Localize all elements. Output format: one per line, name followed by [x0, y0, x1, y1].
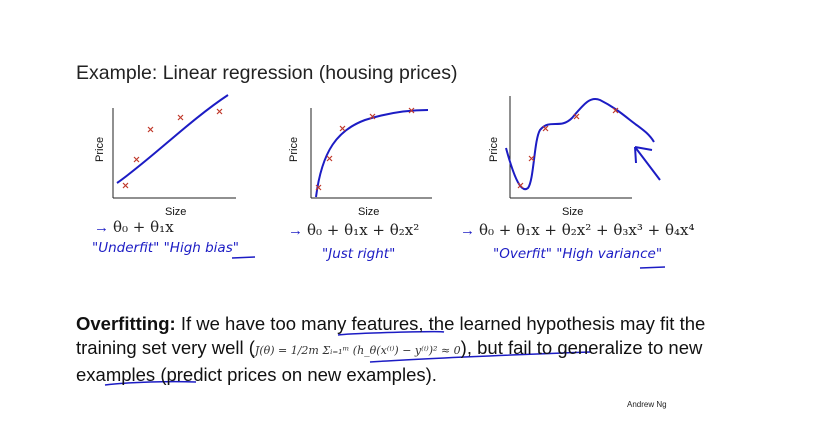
arrow-icon: →: [460, 222, 475, 239]
annotation-just-right: "Just right": [322, 246, 396, 262]
plot3-data-points: [517, 107, 619, 189]
overfitting-text-2: ), but fail to generalize to new example…: [76, 337, 703, 385]
data-point: [573, 113, 580, 120]
data-point: [216, 108, 223, 115]
plot1-fit-line: [116, 94, 229, 184]
underline-features: [337, 330, 445, 336]
data-point: [122, 182, 129, 189]
data-point: [326, 155, 333, 162]
arrow-icon: →: [288, 222, 303, 239]
data-point: [177, 114, 184, 121]
plot-overfit: Price Size: [488, 96, 661, 218]
author-credit: Andrew Ng: [627, 400, 667, 409]
data-point: [133, 156, 140, 163]
hypothesis-1: → θ₀ + θ₁x: [94, 218, 174, 236]
overfitting-label: Overfitting:: [76, 313, 176, 334]
hypothesis-1-text: θ₀ + θ₁x: [113, 218, 174, 236]
hypothesis-2: → θ₀ + θ₁x + θ₂x²: [288, 221, 419, 239]
underline-generalize: [104, 380, 197, 386]
data-point: [542, 125, 549, 132]
plot1-ylabel: Price: [94, 137, 106, 162]
plot-underfit: Price Size: [94, 94, 236, 218]
data-point: [339, 125, 346, 132]
arrow-annotation-icon: [634, 146, 661, 181]
plot2-ylabel: Price: [288, 137, 300, 162]
data-point: [528, 155, 535, 162]
plot3-xlabel: Size: [562, 206, 583, 218]
underline-bias: [231, 256, 256, 259]
hypothesis-3-text: θ₀ + θ₁x + θ₂x² + θ₃x³ + θ₄x⁴: [479, 221, 695, 239]
data-point: [147, 126, 154, 133]
plot2-data-points: [315, 107, 415, 191]
plot3-ylabel: Price: [488, 137, 500, 162]
underline-variance: [639, 266, 666, 269]
hypothesis-2-text: θ₀ + θ₁x + θ₂x²: [307, 221, 420, 239]
plot1-data-points: [122, 108, 223, 189]
hypothesis-3: → θ₀ + θ₁x + θ₂x² + θ₃x³ + θ₄x⁴: [460, 221, 695, 239]
underline-formula: [369, 351, 591, 363]
plot2-xlabel: Size: [358, 206, 379, 218]
data-point: [369, 113, 376, 120]
annotation-underfit: "Underfit" "High bias": [92, 240, 239, 256]
plot2-fit-curve: [315, 109, 429, 198]
plot-just-right: Price Size: [288, 107, 432, 218]
plot1-xlabel: Size: [165, 206, 186, 218]
data-point: [408, 107, 415, 114]
cost-formula: J(θ) = 1/2m Σᵢ₌₁ᵐ (h_θ(x⁽ⁱ⁾) − y⁽ⁱ⁾)² ≈ …: [254, 344, 461, 357]
annotation-overfit: "Overfit" "High variance": [493, 246, 663, 262]
plot3-fit-curve: [505, 98, 655, 191]
slide-title: Example: Linear regression (housing pric…: [76, 62, 458, 84]
overfitting-paragraph: Overfitting: If we have too many feature…: [76, 312, 716, 387]
overfitting-text-1: If we have too many features, the learne…: [76, 313, 706, 358]
data-point: [612, 107, 619, 114]
data-point: [517, 182, 524, 189]
arrow-icon: →: [94, 219, 109, 236]
data-point: [315, 184, 322, 191]
